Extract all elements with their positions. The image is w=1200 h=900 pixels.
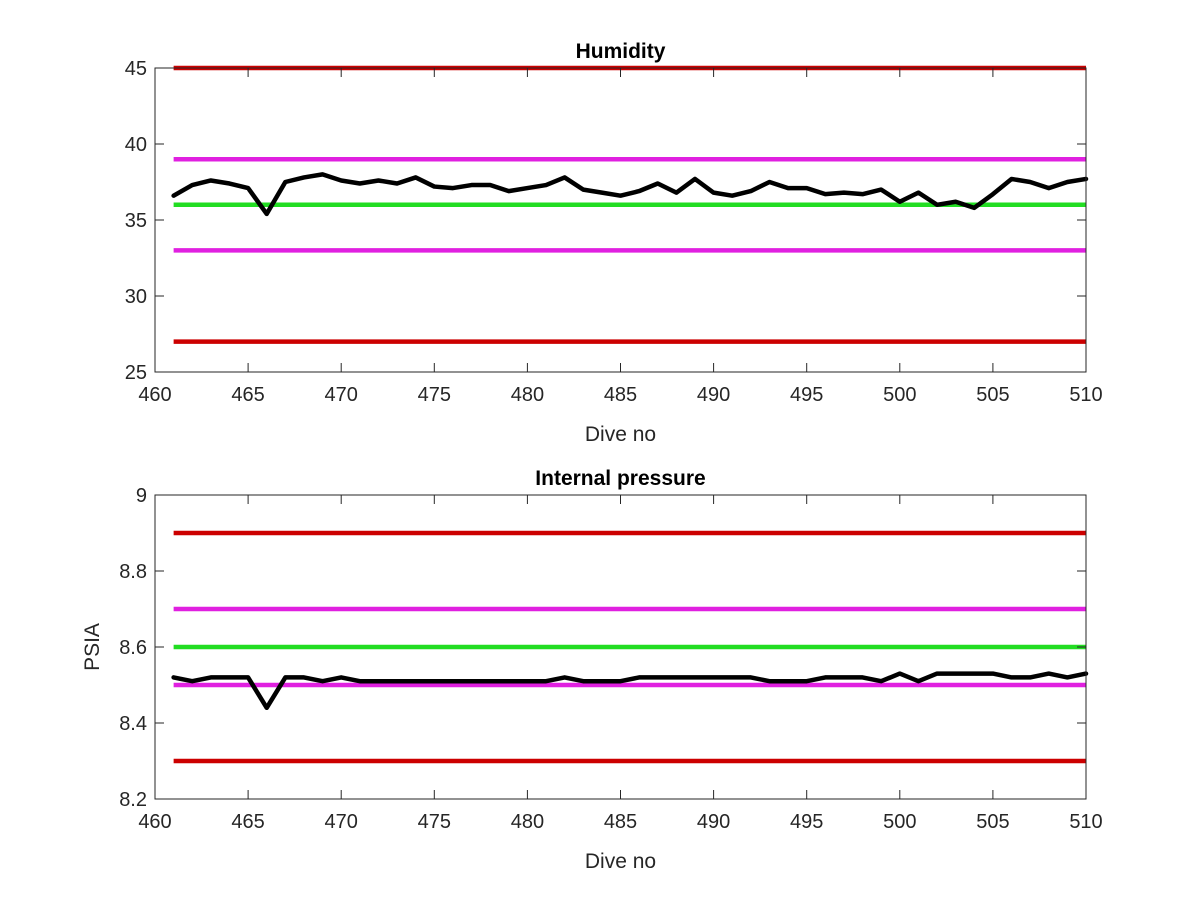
- humidity-plot-area: [155, 68, 1086, 372]
- x-tick-label: 500: [883, 811, 916, 833]
- y-tick-label: 30: [125, 286, 147, 308]
- x-tick-label: 510: [1069, 384, 1102, 406]
- humidity-chart: 460 465 470 475 480 485 490 495 500 505 510 25 30 35…: [125, 40, 1103, 446]
- y-tick-label: 9: [136, 485, 147, 507]
- x-tick-label: 495: [790, 384, 823, 406]
- pressure-series: [171, 671, 1089, 711]
- x-tick-label: 500: [883, 384, 916, 406]
- x-tick-label: 490: [697, 384, 730, 406]
- y-tick-label: 8.8: [119, 561, 147, 583]
- series-line-0: [171, 172, 1089, 217]
- x-tick-label: 475: [418, 811, 451, 833]
- y-tick-label: 8.4: [119, 713, 147, 735]
- humidity-x-label: Dive no: [585, 423, 656, 446]
- x-tick-label: 490: [697, 811, 730, 833]
- humidity-title: Humidity: [576, 40, 666, 63]
- x-tick-label: 505: [976, 384, 1009, 406]
- y-tick-label: 8.2: [119, 789, 147, 811]
- x-tick-label: 470: [325, 811, 358, 833]
- x-tick-label: 510: [1069, 811, 1102, 833]
- x-tick-label: 460: [138, 384, 171, 406]
- pressure-y-ticks: 8.2 8.4 8.6 8.8 9: [119, 485, 1086, 811]
- y-tick-label: 35: [125, 210, 147, 232]
- x-tick-label: 480: [511, 384, 544, 406]
- y-tick-label: 25: [125, 362, 147, 384]
- x-tick-label: 480: [511, 811, 544, 833]
- series-line-0: [171, 671, 1089, 711]
- x-tick-label: 485: [604, 811, 637, 833]
- x-tick-label: 485: [604, 384, 637, 406]
- x-tick-label: 505: [976, 811, 1009, 833]
- pressure-title: Internal pressure: [535, 467, 705, 490]
- x-tick-label: 470: [325, 384, 358, 406]
- internal-pressure-chart: 460 465 470 475 480 485 490 495 500 505 510 8.2 8.4…: [81, 467, 1103, 873]
- pressure-reference-lines: [173, 530, 1086, 764]
- humidity-y-ticks: 25 30 35 40 45: [125, 58, 1086, 384]
- pressure-x-ticks: 460 465 470 475 480 485 490 495 500 505 510: [138, 495, 1103, 833]
- x-tick-label: 475: [418, 384, 451, 406]
- x-tick-label: 495: [790, 811, 823, 833]
- x-tick-label: 460: [138, 811, 171, 833]
- y-tick-label: 8.6: [119, 637, 147, 659]
- pressure-y-label: PSIA: [81, 623, 104, 671]
- y-tick-label: 45: [125, 58, 147, 80]
- pressure-x-label: Dive no: [585, 850, 656, 873]
- humidity-series: [171, 172, 1089, 217]
- y-tick-label: 40: [125, 134, 147, 156]
- x-tick-label: 465: [231, 384, 264, 406]
- humidity-x-ticks: 460 465 470 475 480 485 490 495 500 505 510: [138, 68, 1103, 406]
- x-tick-label: 465: [231, 811, 264, 833]
